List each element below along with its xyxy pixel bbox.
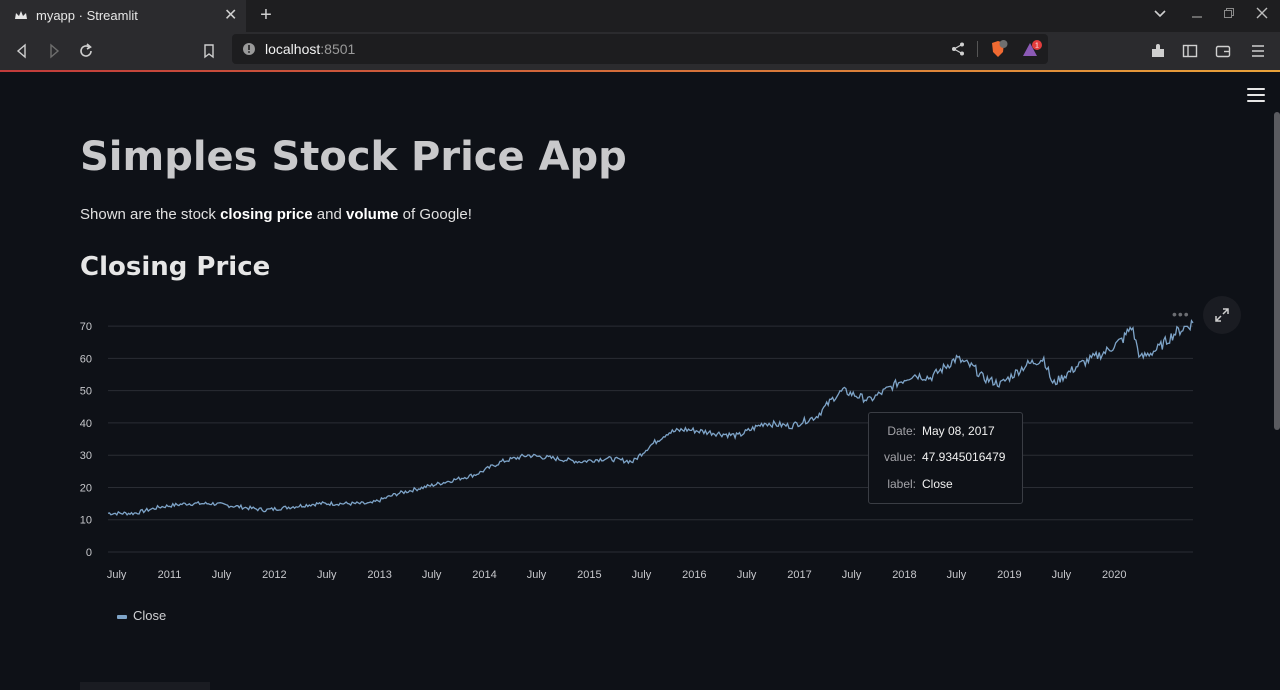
desc-mid: and <box>312 206 346 223</box>
streamlit-crown-icon <box>15 11 27 19</box>
x-tick-label: July <box>737 569 757 580</box>
tooltip-value: Close <box>922 477 953 491</box>
page-title: Simples Stock Price App <box>80 134 627 180</box>
restore-icon[interactable] <box>1222 6 1236 20</box>
wallet-icon[interactable] <box>1213 41 1233 61</box>
y-tick-label: 50 <box>80 386 92 398</box>
x-tick-label: 2013 <box>367 569 391 580</box>
desc-prefix: Shown are the stock <box>80 206 221 223</box>
x-tick-label: July <box>632 569 652 580</box>
bookmark-icon[interactable] <box>199 41 219 61</box>
tooltip-row-value: value: 47.9345016479 <box>869 450 1022 468</box>
tab-close-icon[interactable]: ✕ <box>224 7 238 24</box>
series-line-close[interactable] <box>107 318 1194 517</box>
tooltip-key: value: <box>883 450 916 464</box>
desc-bold-volume: volume <box>345 206 399 223</box>
legend-swatch <box>117 614 127 619</box>
site-info-icon[interactable] <box>242 42 256 56</box>
tooltip-row-date: Date: May 08, 2017 <box>869 424 1022 442</box>
brave-rewards-icon[interactable]: 1 <box>1021 39 1045 59</box>
y-tick-label: 60 <box>80 353 92 365</box>
minimize-icon[interactable] <box>1190 6 1204 20</box>
new-tab-icon[interactable]: + <box>260 4 272 26</box>
expand-icon <box>1215 308 1229 322</box>
tooltip-key: Date: <box>887 424 916 438</box>
streamlit-header-accent <box>0 70 1280 72</box>
tooltip-key: label: <box>887 477 916 491</box>
x-tick-label: 2020 <box>1102 569 1126 580</box>
x-tick-label: July <box>1052 569 1072 580</box>
x-tick-label: 2019 <box>997 569 1021 580</box>
brave-shield-icon[interactable] <box>988 39 1008 59</box>
x-tick-label: 2011 <box>158 569 182 580</box>
y-axis-ticks: 0 10 20 30 40 50 60 70 <box>80 321 92 559</box>
forward-icon[interactable] <box>44 41 64 61</box>
back-icon[interactable] <box>12 41 32 61</box>
y-tick-label: 70 <box>80 321 92 333</box>
x-tick-label: July <box>842 569 862 580</box>
x-axis-ticks: July 2011 July 2012 July 2013 July 2014 July 2015… <box>107 569 1127 580</box>
x-tick-label: 2012 <box>262 569 286 580</box>
browser-tab-bar: myapp · Streamlit ✕ + <box>0 0 1280 32</box>
share-icon[interactable] <box>950 41 966 57</box>
x-tick-label: July <box>527 569 547 580</box>
hamburger-icon[interactable] <box>1247 88 1265 102</box>
chart-tooltip: Date: May 08, 2017 value: 47.9345016479 … <box>868 412 1023 504</box>
y-tick-label: 0 <box>86 547 92 559</box>
url-port: :8501 <box>320 41 356 57</box>
page-description: Shown are the stock closing price and vo… <box>80 206 472 223</box>
x-tick-label: July <box>947 569 967 580</box>
desc-bold-closing-price: closing price <box>220 206 313 223</box>
chart-grid <box>108 325 1193 553</box>
legend-label: Close <box>133 608 167 623</box>
close-window-icon[interactable] <box>1255 6 1269 20</box>
sidebar-icon[interactable] <box>1180 41 1200 61</box>
x-tick-label: July <box>422 569 442 580</box>
tab-list-chevron-icon[interactable] <box>1153 6 1167 20</box>
x-tick-label: 2015 <box>577 569 601 580</box>
desc-suffix: of Google! <box>398 206 472 223</box>
scrollbar-thumb[interactable] <box>1274 112 1280 430</box>
tab-title: myapp · Streamlit <box>36 8 138 23</box>
url-text: localhost:8501 <box>265 41 355 57</box>
chart-lines <box>107 318 1194 517</box>
x-tick-label: July <box>107 569 127 580</box>
tooltip-value: 47.9345016479 <box>922 450 1006 464</box>
rewards-badge-count: 1 <box>1035 43 1039 50</box>
reload-icon[interactable] <box>76 41 96 61</box>
url-divider <box>977 41 978 57</box>
tooltip-row-label: label: Close <box>869 477 1022 495</box>
y-tick-label: 40 <box>80 418 92 430</box>
address-bar[interactable]: localhost:8501 1 <box>232 34 1048 64</box>
extensions-icon[interactable] <box>1148 41 1168 61</box>
browser-tab[interactable]: myapp · Streamlit ✕ <box>0 0 246 32</box>
closing-price-chart[interactable]: 0 10 20 30 40 50 60 70 July 2011 July 2012 July 2013… <box>0 300 1280 580</box>
y-tick-label: 10 <box>80 515 92 527</box>
x-tick-label: July <box>317 569 337 580</box>
x-tick-label: 2016 <box>682 569 706 580</box>
tooltip-value: May 08, 2017 <box>922 424 995 438</box>
expand-button[interactable] <box>1203 296 1241 334</box>
x-tick-label: 2014 <box>472 569 496 580</box>
browser-menu-icon[interactable] <box>1248 41 1268 61</box>
x-tick-label: 2017 <box>787 569 811 580</box>
x-tick-label: 2018 <box>892 569 916 580</box>
section-title: Closing Price <box>80 252 271 282</box>
more-horizontal-icon[interactable]: ••• <box>1172 306 1190 322</box>
y-tick-label: 30 <box>80 450 92 462</box>
chart-legend[interactable]: Close <box>117 608 166 623</box>
url-host: localhost <box>265 41 321 57</box>
x-tick-label: July <box>212 569 232 580</box>
y-tick-label: 20 <box>80 482 92 494</box>
next-section-heading <box>80 682 210 690</box>
